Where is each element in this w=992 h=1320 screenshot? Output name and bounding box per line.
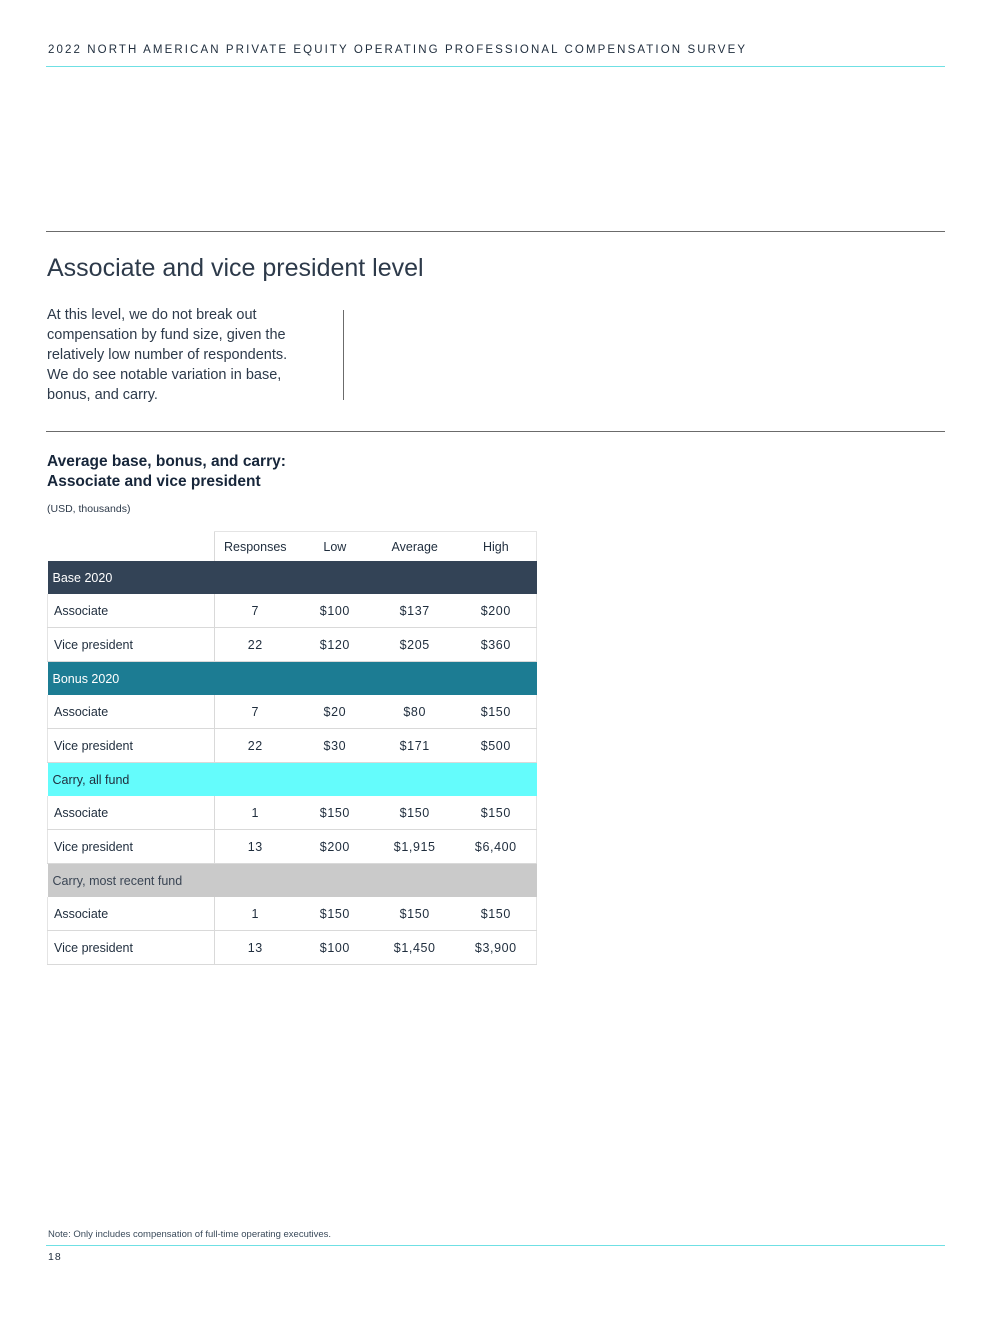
- cell-high: $200: [455, 594, 537, 628]
- table-row: Vice president 22 $30 $171 $500: [47, 728, 537, 763]
- table-body: Base 2020 Associate 7 $100 $137 $200 Vice pres…: [47, 561, 537, 965]
- row-label: Vice president: [47, 627, 215, 662]
- cell-responses: 1: [213, 897, 296, 931]
- section-top-divider: [46, 231, 945, 232]
- cell-responses: 1: [213, 796, 296, 830]
- table-title-line2: Associate and vice president: [47, 473, 261, 490]
- cell-low: $150: [295, 897, 374, 931]
- table-title-line1: Average base, bonus, and carry:: [47, 453, 286, 470]
- table-row: Associate 1 $150 $150 $150: [47, 897, 537, 931]
- cell-high: $500: [455, 728, 537, 763]
- table-group-row: Bonus 2020: [47, 661, 537, 695]
- cell-high: $3,900: [455, 930, 537, 965]
- column-header-low: Low: [295, 531, 374, 561]
- footer-divider: [46, 1245, 945, 1246]
- cell-average: $205: [373, 627, 456, 662]
- group-label: Bonus 2020: [52, 671, 120, 686]
- row-label: Vice president: [47, 829, 215, 864]
- cell-high: $360: [455, 627, 537, 662]
- cell-responses: 13: [213, 829, 296, 864]
- cell-low: $30: [295, 728, 374, 763]
- footnote: Note: Only includes compensation of full…: [48, 1229, 332, 1240]
- section-bottom-divider: [46, 431, 945, 432]
- column-header-high: High: [455, 531, 537, 561]
- row-label: Vice president: [47, 728, 215, 763]
- cell-high: $150: [455, 695, 537, 729]
- table-row: Vice president 13 $200 $1,915 $6,400: [47, 829, 537, 864]
- table-row: Associate 7 $20 $80 $150: [47, 695, 537, 729]
- compensation-table: Responses Low Average High Base 2020 Asso…: [47, 531, 537, 965]
- intro-vertical-divider: [343, 310, 344, 400]
- header-divider: [46, 66, 945, 67]
- table-header-row: Responses Low Average High: [48, 531, 537, 562]
- column-header-responses: Responses: [213, 531, 296, 561]
- cell-high: $150: [455, 796, 537, 830]
- header-blank-cell: [48, 532, 215, 562]
- table-group-row: Base 2020: [47, 561, 537, 594]
- table-title: Average base, bonus, and carry: Associat…: [47, 452, 367, 492]
- cell-high: $6,400: [455, 829, 537, 864]
- table-row: Associate 7 $100 $137 $200: [47, 594, 537, 628]
- cell-average: $150: [373, 796, 456, 830]
- cell-low: $200: [295, 829, 374, 864]
- cell-low: $100: [295, 594, 374, 628]
- table-row: Associate 1 $150 $150 $150: [47, 796, 537, 830]
- section-title: Associate and vice president level: [47, 254, 424, 282]
- cell-low: $120: [295, 627, 374, 662]
- cell-average: $150: [373, 897, 456, 931]
- row-label: Associate: [47, 796, 215, 830]
- cell-high: $150: [455, 897, 537, 931]
- cell-responses: 22: [213, 627, 296, 662]
- cell-responses: 13: [213, 930, 296, 965]
- cell-responses: 7: [213, 594, 296, 628]
- cell-average: $1,915: [373, 829, 456, 864]
- table-row: Vice president 22 $120 $205 $360: [47, 627, 537, 662]
- cell-average: $80: [373, 695, 456, 729]
- group-label: Carry, all fund: [52, 772, 130, 787]
- row-label: Associate: [47, 897, 215, 931]
- group-label: Carry, most recent fund: [52, 873, 183, 888]
- row-label: Associate: [47, 594, 215, 628]
- row-label: Vice president: [47, 930, 215, 965]
- cell-average: $1,450: [373, 930, 456, 965]
- intro-paragraph: At this level, we do not break out compe…: [47, 307, 288, 403]
- group-label: Base 2020: [52, 570, 113, 585]
- table-group-row: Carry, all fund: [47, 762, 537, 796]
- cell-low: $100: [295, 930, 374, 965]
- cell-responses: 22: [213, 728, 296, 763]
- table-row: Vice president 13 $100 $1,450 $3,900: [47, 930, 537, 965]
- row-label: Associate: [47, 695, 215, 729]
- table-units-subtitle: (USD, thousands): [47, 503, 131, 515]
- cell-average: $137: [373, 594, 456, 628]
- report-header-title: 2022 NORTH AMERICAN PRIVATE EQUITY OPERA…: [48, 44, 748, 56]
- cell-responses: 7: [213, 695, 296, 729]
- cell-average: $171: [373, 728, 456, 763]
- cell-low: $20: [295, 695, 374, 729]
- column-header-average: Average: [373, 531, 456, 561]
- page-number: 18: [48, 1251, 62, 1263]
- cell-low: $150: [295, 796, 374, 830]
- table-group-row: Carry, most recent fund: [47, 863, 537, 897]
